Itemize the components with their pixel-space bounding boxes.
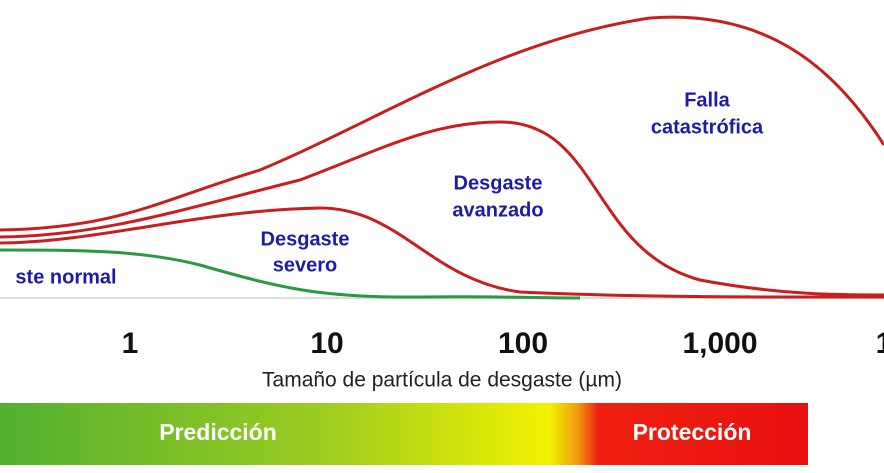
curve-catastrophic [0,15,884,232]
label-advanced: avanzado [452,199,543,221]
label-catastrophic: Falla [684,89,730,111]
label-severe: severo [273,254,338,276]
bar-label: Predicción [159,419,277,445]
curve-normal [0,248,581,300]
label-catastrophic: catastrófica [651,116,764,138]
curve-advanced [0,120,884,297]
label-normal: ste normal [15,266,116,288]
axis-title: Tamaño de partícula de desgaste (µm) [262,369,622,392]
gradient-bar [0,403,808,465]
tick-label: 1 [876,327,884,360]
label-severe: Desgaste [261,228,350,250]
tick-label: 100 [498,327,548,360]
tick-label: 10 [310,327,343,360]
bar-label: Protección [633,419,752,445]
curve-severe [0,206,884,299]
label-advanced: Desgaste [454,172,543,194]
tick-label: 1,000 [682,327,757,360]
tick-label: 1 [122,327,139,360]
